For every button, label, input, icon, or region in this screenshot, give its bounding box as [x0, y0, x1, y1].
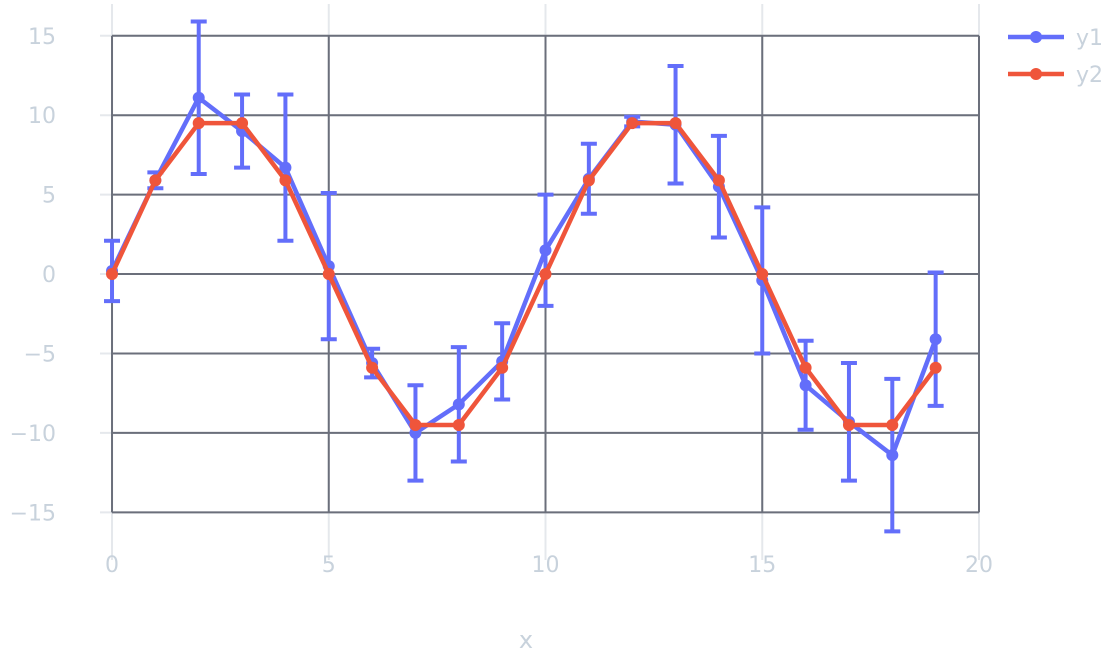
y-tick-label: 0	[42, 263, 56, 288]
data-point	[712, 174, 725, 187]
legend-swatch-marker	[1030, 31, 1042, 43]
y-tick-label: −15	[10, 501, 56, 526]
data-point	[582, 174, 595, 187]
data-point	[886, 449, 899, 462]
y-axis-ticks: 15 10 5 0 −5 −10 −15	[10, 25, 56, 527]
legend-label: y2	[1076, 63, 1103, 88]
data-point	[842, 418, 855, 431]
series-layer	[104, 19, 944, 534]
x-tick-label: 5	[322, 553, 336, 578]
legend-swatch-marker	[1030, 68, 1042, 80]
x-tick-label: 0	[105, 553, 119, 578]
data-point	[799, 361, 812, 374]
data-point	[322, 268, 335, 281]
series-shadow-line	[111, 96, 937, 457]
y-tick-label: 5	[42, 184, 56, 209]
y-tick-label: −10	[10, 422, 56, 447]
y-tick-label: 10	[28, 104, 56, 129]
y-tick-label: −5	[24, 342, 56, 367]
data-point	[409, 418, 422, 431]
data-point	[929, 333, 942, 346]
data-point	[452, 398, 465, 411]
data-point	[279, 174, 292, 187]
series-y2	[106, 117, 942, 431]
data-point	[236, 117, 249, 130]
series-y1	[104, 19, 944, 534]
data-point	[452, 418, 465, 431]
data-point	[539, 244, 552, 257]
series-line	[109, 95, 938, 458]
data-point	[366, 361, 379, 374]
x-tick-label: 10	[532, 553, 560, 578]
data-point	[279, 161, 292, 174]
legend-item-y1[interactable]: y1	[1008, 26, 1103, 51]
data-point	[929, 361, 942, 374]
legend-item-y2[interactable]: y2	[1008, 63, 1103, 88]
data-point	[496, 361, 509, 374]
data-point	[886, 418, 899, 431]
data-point	[669, 117, 682, 130]
x-axis-title: x	[519, 626, 533, 654]
series-line	[109, 120, 938, 428]
data-point	[149, 174, 162, 187]
data-point	[799, 379, 812, 392]
x-tick-label: 15	[748, 553, 776, 578]
legend-label: y1	[1076, 26, 1103, 51]
data-point	[539, 268, 552, 281]
x-axis-ticks: 0 5 10 15 20	[105, 553, 993, 578]
y-tick-label: 15	[28, 25, 56, 50]
data-point	[106, 268, 119, 281]
x-tick-label: 20	[965, 553, 993, 578]
data-point	[192, 117, 205, 130]
data-point	[756, 268, 769, 281]
data-point	[626, 117, 639, 130]
data-point	[192, 91, 205, 104]
